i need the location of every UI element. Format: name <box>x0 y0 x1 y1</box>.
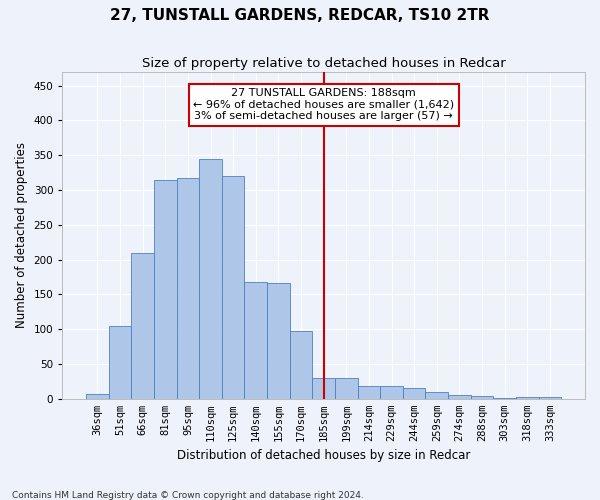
Bar <box>267 282 290 399</box>
Bar <box>493 398 516 399</box>
Bar <box>86 394 109 399</box>
Bar <box>516 398 539 399</box>
Text: 27, TUNSTALL GARDENS, REDCAR, TS10 2TR: 27, TUNSTALL GARDENS, REDCAR, TS10 2TR <box>110 8 490 22</box>
Bar <box>539 398 561 399</box>
Bar <box>176 178 199 399</box>
Bar <box>222 176 244 399</box>
Bar <box>380 386 403 399</box>
Bar <box>109 326 131 399</box>
Bar <box>131 252 154 399</box>
Bar <box>290 330 313 399</box>
Text: Contains HM Land Registry data © Crown copyright and database right 2024.: Contains HM Land Registry data © Crown c… <box>12 490 364 500</box>
Bar <box>335 378 358 399</box>
X-axis label: Distribution of detached houses by size in Redcar: Distribution of detached houses by size … <box>177 450 470 462</box>
Bar <box>313 378 335 399</box>
Bar <box>425 392 448 399</box>
Bar <box>244 282 267 399</box>
Title: Size of property relative to detached houses in Redcar: Size of property relative to detached ho… <box>142 58 506 70</box>
Text: 27 TUNSTALL GARDENS: 188sqm
← 96% of detached houses are smaller (1,642)
3% of s: 27 TUNSTALL GARDENS: 188sqm ← 96% of det… <box>193 88 454 121</box>
Y-axis label: Number of detached properties: Number of detached properties <box>15 142 28 328</box>
Bar <box>358 386 380 399</box>
Bar <box>154 180 176 399</box>
Bar <box>471 396 493 399</box>
Bar <box>448 396 471 399</box>
Bar <box>199 158 222 399</box>
Bar <box>403 388 425 399</box>
